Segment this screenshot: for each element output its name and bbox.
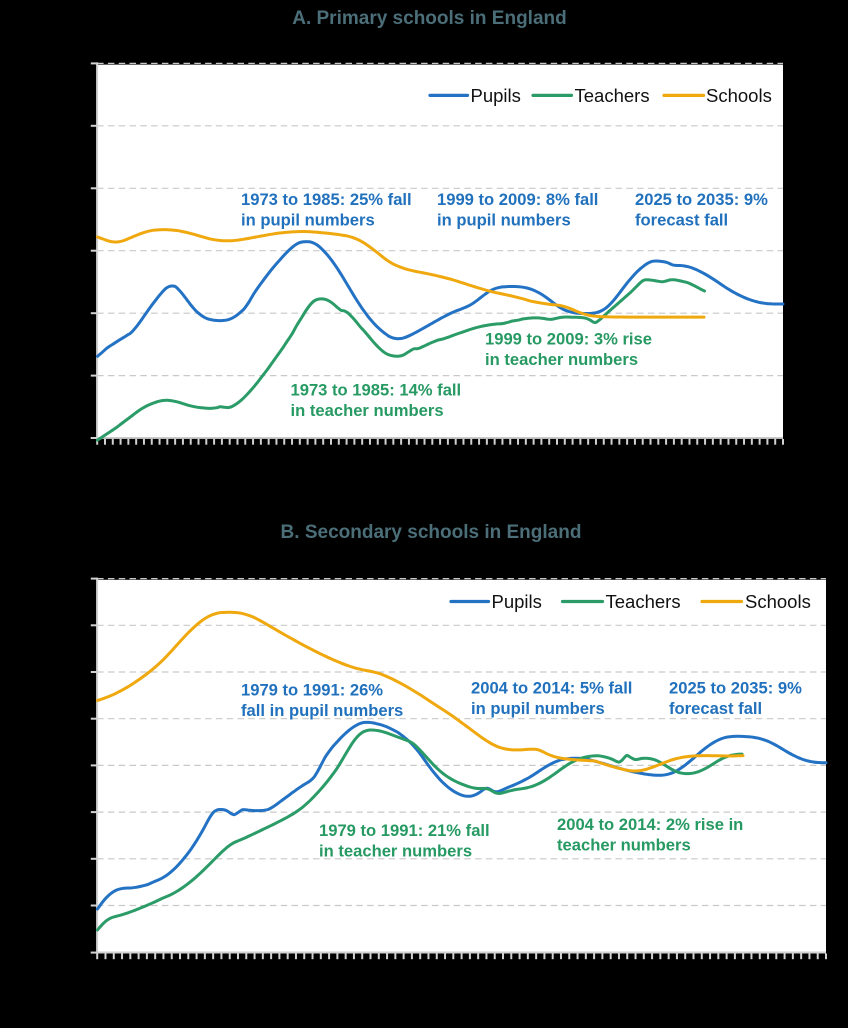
svg-text:1999 to 2009: 3% rise: 1999 to 2009: 3% rise [485, 329, 652, 348]
svg-text:Schools: Schools [706, 85, 772, 106]
svg-text:2025 to 2035: 9%: 2025 to 2035: 9% [669, 678, 802, 697]
svg-text:2004 to 2014: 5% fall: 2004 to 2014: 5% fall [471, 678, 632, 697]
svg-text:A. Primary schools in England: A. Primary schools in England [292, 8, 567, 29]
svg-text:1999 to 2009: 8% fall: 1999 to 2009: 8% fall [437, 190, 598, 209]
svg-text:Teachers: Teachers [606, 591, 681, 612]
svg-text:in teacher numbers: in teacher numbers [291, 401, 444, 420]
svg-text:1979 to 1991: 26%: 1979 to 1991: 26% [241, 680, 383, 699]
svg-text:1973 to 1985: 14% fall: 1973 to 1985: 14% fall [291, 380, 462, 399]
svg-text:B. Secondary schools in Englan: B. Secondary schools in England [281, 522, 582, 543]
svg-text:forecast fall: forecast fall [669, 699, 762, 718]
svg-text:2025 to 2035: 9%: 2025 to 2035: 9% [635, 190, 768, 209]
svg-text:1973 to 1985: 25% fall: 1973 to 1985: 25% fall [241, 190, 412, 209]
svg-text:in pupil numbers: in pupil numbers [241, 210, 375, 229]
svg-text:in pupil numbers: in pupil numbers [471, 699, 605, 718]
svg-text:forecast fall: forecast fall [635, 210, 728, 229]
svg-text:2004 to 2014: 2% rise in: 2004 to 2014: 2% rise in [557, 815, 743, 834]
svg-text:Teachers: Teachers [575, 85, 650, 106]
svg-text:1979 to 1991: 21% fall: 1979 to 1991: 21% fall [319, 821, 490, 840]
svg-text:Pupils: Pupils [471, 85, 521, 106]
svg-text:in teacher numbers: in teacher numbers [319, 841, 472, 860]
svg-text:in pupil numbers: in pupil numbers [437, 210, 571, 229]
svg-text:fall in pupil numbers: fall in pupil numbers [241, 701, 403, 720]
svg-text:in teacher numbers: in teacher numbers [485, 350, 638, 369]
svg-text:teacher numbers: teacher numbers [557, 835, 691, 854]
svg-text:Pupils: Pupils [492, 591, 542, 612]
svg-text:Schools: Schools [745, 591, 811, 612]
